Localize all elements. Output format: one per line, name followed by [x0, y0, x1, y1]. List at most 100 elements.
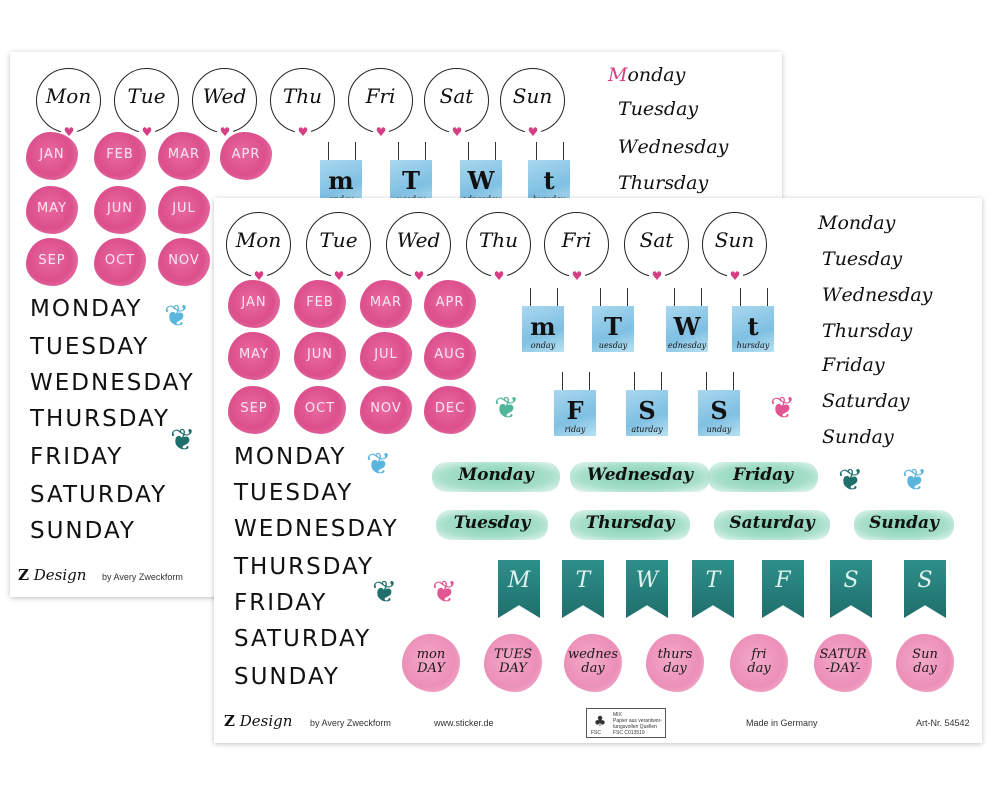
month-sticker: APR [220, 132, 272, 180]
drop-icon: ❦ [902, 463, 928, 498]
brand-logo: Z Design [224, 712, 293, 730]
day-abbrev: Sun [512, 84, 553, 108]
day-abbrev: Thu [282, 84, 323, 108]
month-sticker: MAR [360, 280, 412, 328]
day-abbrev: Mon [45, 84, 92, 108]
day-abbrev: Sat [439, 84, 474, 108]
day-circle-sticker: Sat ♥ [624, 212, 689, 283]
fsc-label-text: FSC [591, 730, 601, 736]
day-circle-sticker: Thu ♥ [466, 212, 531, 283]
month-sticker: OCT [94, 238, 146, 286]
stamp-day-sticker: thurs day [646, 634, 704, 692]
banner-day-sticker: Tuesday [436, 510, 548, 540]
month-sticker: FEB [94, 132, 146, 180]
day-circle-sticker: Thu ♥ [270, 68, 335, 139]
day-label-sticker: MONDAY [234, 444, 347, 470]
drop-icon: ❦ [164, 299, 190, 334]
day-circle-sticker: Mon ♥ [36, 68, 101, 139]
stamp-day-sticker: Sun day [896, 634, 954, 692]
day-circle-sticker: Sun ♥ [702, 212, 767, 283]
day-circle-sticker: Tue ♥ [306, 212, 371, 283]
day-label-sticker: MONDAY [30, 296, 143, 322]
fsc-mix-text: MIX Papier aus verantwor- tungsvollen Qu… [613, 712, 662, 736]
leaf-icon: ❦ [170, 423, 196, 458]
month-sticker: OCT [294, 386, 346, 434]
heart-icon: ♥ [525, 125, 541, 139]
stamp-day-sticker: mon DAY [402, 634, 460, 692]
website-url: www.sticker.de [434, 718, 494, 728]
script-day-sticker: Wednesday [822, 284, 933, 306]
day-label-sticker: SUNDAY [30, 518, 136, 544]
script-day-sticker: Thursday [618, 172, 709, 194]
heart-icon: ♥ [251, 269, 267, 283]
month-sticker: AUG [424, 332, 476, 380]
month-sticker: SEP [26, 238, 78, 286]
month-sticker: NOV [360, 386, 412, 434]
day-label-sticker: FRIDAY [234, 590, 328, 616]
script-day-sticker: Tuesday [618, 98, 699, 120]
banner-day-sticker: Sunday [854, 510, 954, 540]
day-label-sticker: FRIDAY [30, 444, 124, 470]
banner-day-sticker: Monday [432, 462, 560, 492]
heart-icon: ♥ [373, 125, 389, 139]
flag-day-sticker: F [762, 560, 804, 618]
leaf-icon: ❦ [432, 575, 458, 610]
heart-icon: ♥ [411, 269, 427, 283]
day-circle-sticker: Fri ♥ [348, 68, 413, 139]
flag-day-sticker: W [626, 560, 668, 618]
month-sticker: JUN [294, 332, 346, 380]
day-label-sticker: SATURDAY [234, 626, 372, 652]
day-label-sticker: TUESDAY [234, 480, 354, 506]
day-label-sticker: WEDNESDAY [234, 516, 399, 542]
heart-icon: ♥ [139, 125, 155, 139]
flag-day-sticker: S [904, 560, 946, 618]
flag-day-sticker: M [498, 560, 540, 618]
month-sticker: SEP [228, 386, 280, 434]
stamp-day-sticker: SATUR -DAY- [814, 634, 872, 692]
day-circle-sticker: Sun ♥ [500, 68, 565, 139]
heart-icon: ♥ [491, 269, 507, 283]
heart-icon: ♥ [727, 269, 743, 283]
script-day-sticker: Thursday [822, 320, 913, 342]
script-day-sticker: Saturday [822, 390, 910, 412]
day-label-sticker: TUESDAY [30, 334, 150, 360]
brand-logo: Z Design [18, 566, 87, 584]
stamp-day-sticker: TUES DAY [484, 634, 542, 692]
script-day-sticker: Sunday [822, 426, 894, 448]
month-sticker: MAR [158, 132, 210, 180]
script-day-sticker: Monday [818, 212, 896, 234]
leaf-icon: ❦ [372, 575, 398, 610]
heart-icon: ♥ [569, 269, 585, 283]
brand-byline: by Avery Zweckform [102, 572, 183, 582]
made-in-label: Made in Germany [746, 718, 818, 728]
day-circle-sticker: Sat ♥ [424, 68, 489, 139]
stamp-day-sticker: fri day [730, 634, 788, 692]
fsc-label: ♣ FSC MIX Papier aus verantwor- tungsvol… [586, 708, 666, 738]
month-sticker: JUL [360, 332, 412, 380]
month-sticker: JAN [26, 132, 78, 180]
leaf-icon: ❦ [494, 391, 520, 426]
month-sticker: JAN [228, 280, 280, 328]
script-day-sticker: Friday [822, 354, 885, 376]
day-label-sticker: THURSDAY [234, 554, 375, 580]
heart-icon: ♥ [295, 125, 311, 139]
script-day-sticker: Tuesday [822, 248, 903, 270]
front-sticker-sheet: Mon ♥ Tue ♥ Wed ♥ Thu ♥ Fri ♥ Sat ♥ Sun ♥ Monda… [214, 198, 982, 743]
brand-byline: by Avery Zweckform [310, 718, 391, 728]
day-circle-sticker: Fri ♥ [544, 212, 609, 283]
month-sticker: MAY [26, 186, 78, 234]
stamp-day-sticker: wednes day [564, 634, 622, 692]
banner-day-sticker: Wednesday [570, 462, 710, 492]
tree-icon: ♣ [593, 714, 607, 730]
day-circle-sticker: Wed ♥ [192, 68, 257, 139]
leaf-icon: ❦ [838, 463, 864, 498]
flag-day-sticker: T [562, 560, 604, 618]
banner-day-sticker: Saturday [714, 510, 830, 540]
article-number: Art-Nr. 54542 [916, 718, 970, 728]
leaf-icon: ❦ [770, 391, 796, 426]
script-day-sticker: Wednesday [618, 136, 729, 158]
